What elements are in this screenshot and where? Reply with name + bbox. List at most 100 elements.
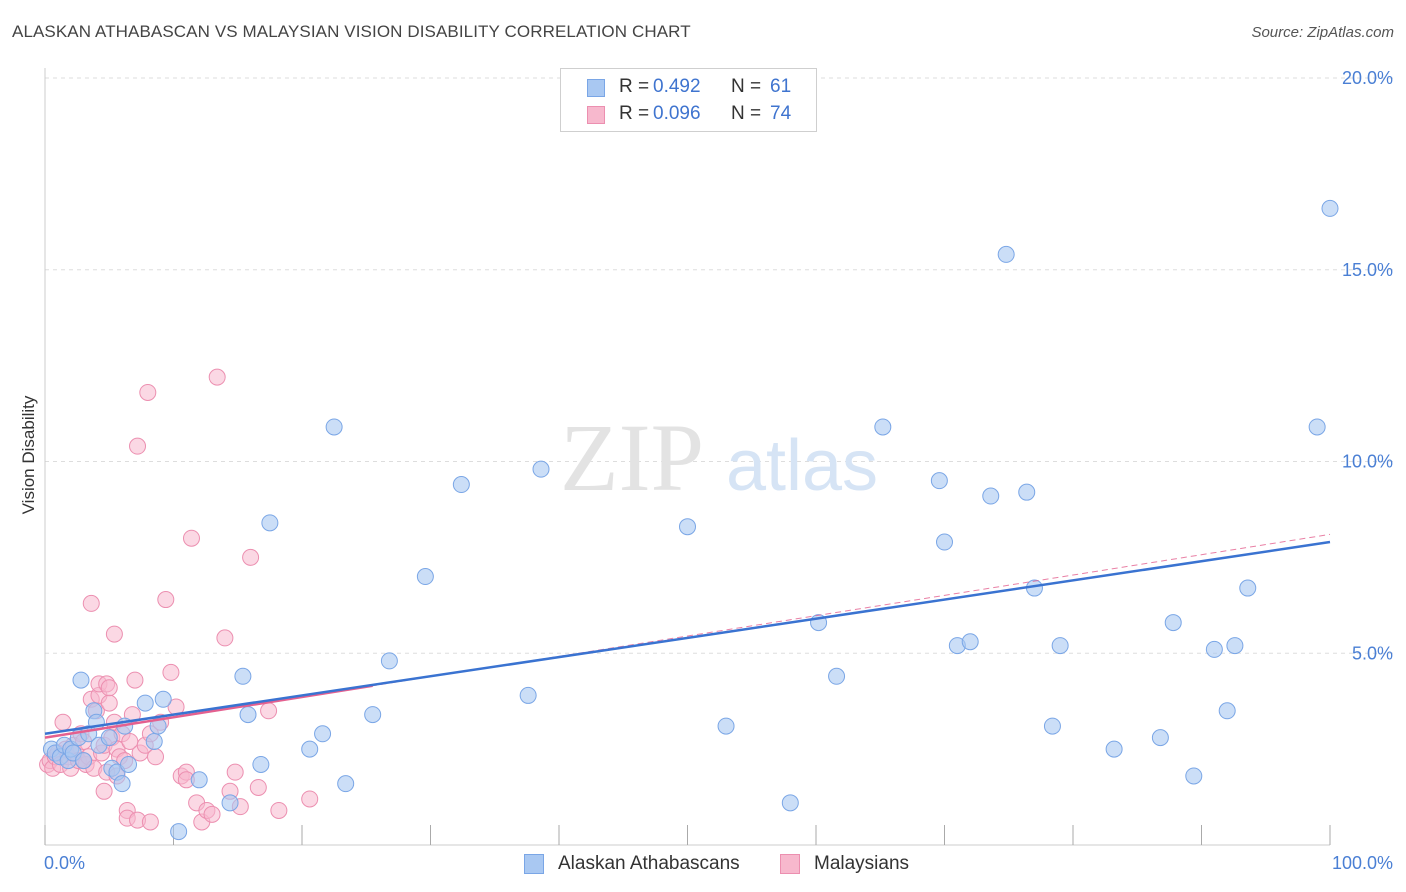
- malaysians-point: [249, 778, 267, 796]
- malaysians-trend-dashed: [44, 533, 1331, 739]
- athabascan-point: [190, 771, 208, 789]
- x-tick-label: 0.0%: [44, 853, 85, 873]
- athabascan-point: [1205, 640, 1223, 658]
- malaysians-point: [208, 368, 226, 386]
- series-label-malaysians: Malaysians: [814, 853, 910, 874]
- athabascan-point: [1043, 717, 1061, 735]
- athabascan-point: [1164, 614, 1182, 632]
- athabascan-point: [364, 706, 382, 724]
- watermark-atlas: atlas: [726, 426, 878, 506]
- y-tick-label: 10.0%: [1342, 452, 1393, 472]
- athabascan-point: [1105, 740, 1123, 758]
- malaysians-point: [100, 694, 118, 712]
- athabascan-point: [1018, 483, 1036, 501]
- athabascan-points: [42, 199, 1339, 841]
- athabascan-point: [325, 418, 343, 436]
- malaysians-point: [147, 748, 165, 766]
- athabascan-point: [828, 667, 846, 685]
- malaysians-point: [82, 594, 100, 612]
- athabascan-point: [136, 694, 154, 712]
- y-tick-label: 20.0%: [1342, 68, 1393, 88]
- legend-n-label: N =: [731, 103, 762, 124]
- athabascan-point: [261, 514, 279, 532]
- athabascan-point: [100, 729, 118, 747]
- correlation-legend: R = 0.492 N = 61 R = 0.096 N = 74: [560, 68, 817, 132]
- malaysians-point: [203, 805, 221, 823]
- legend-r-value: 0.492: [653, 76, 701, 97]
- legend-n-label: N =: [731, 76, 762, 97]
- athabascan-point: [452, 476, 470, 494]
- malaysians-point: [100, 679, 118, 697]
- malaysians-point: [226, 763, 244, 781]
- athabascan-point: [170, 823, 188, 841]
- athabascan-point: [113, 775, 131, 793]
- malaysians-point: [129, 437, 147, 455]
- athabascan-point: [1185, 767, 1203, 785]
- legend-r-label: R =: [619, 103, 650, 124]
- athabascan-point: [781, 794, 799, 812]
- malaysians-point: [157, 591, 175, 609]
- athabascan-point: [679, 518, 696, 536]
- chart-title: ALASKAN ATHABASCAN VS MALAYSIAN VISION D…: [12, 22, 691, 41]
- athabascan-point: [930, 472, 948, 490]
- grid-lines: [45, 77, 1395, 654]
- malaysians-point: [95, 782, 113, 800]
- y-tick-label: 5.0%: [1352, 643, 1393, 663]
- athabascan-point: [239, 706, 257, 724]
- malaysians-point: [105, 625, 123, 643]
- athabascan-point: [1308, 418, 1326, 436]
- athabascan-point: [337, 775, 355, 793]
- tick-labels: 5.0% 10.0% 15.0% 20.0% 0.0% 100.0%: [44, 68, 1393, 873]
- athabascan-point: [314, 725, 332, 743]
- malaysians-point: [126, 671, 144, 689]
- legend-r-value: 0.096: [653, 103, 701, 124]
- malaysians-point: [270, 801, 288, 819]
- source-label: Source: ZipAtlas.com: [1251, 24, 1394, 41]
- malaysians-point: [162, 663, 180, 681]
- series-swatch-pink: [780, 854, 800, 874]
- athabascan-point: [234, 667, 252, 685]
- athabascan-point: [252, 755, 270, 773]
- athabascan-point: [961, 633, 979, 651]
- series-swatch-blue: [524, 854, 544, 874]
- axis-ticks: [44, 825, 1331, 845]
- malaysians-point: [139, 383, 157, 401]
- malaysians-point: [182, 529, 200, 547]
- athabascan-point: [1321, 199, 1339, 217]
- legend-swatch-blue: [587, 79, 605, 97]
- athabascan-point: [75, 752, 93, 770]
- athabascan-point: [717, 717, 735, 735]
- y-axis-label: Vision Disability: [19, 395, 38, 514]
- legend-n-value: 61: [770, 76, 792, 97]
- athabascan-point: [1226, 637, 1244, 655]
- malaysians-point: [242, 548, 260, 566]
- athabascan-point: [982, 487, 1000, 505]
- malaysians-point: [216, 629, 234, 647]
- athabascan-point: [532, 460, 550, 478]
- legend-r-label: R =: [619, 76, 650, 97]
- athabascan-point: [1151, 729, 1169, 747]
- y-tick-label: 15.0%: [1342, 260, 1393, 280]
- athabascan-point: [154, 690, 172, 708]
- malaysians-point: [54, 713, 72, 731]
- athabascan-point: [72, 671, 90, 689]
- trend-lines: [44, 533, 1331, 739]
- athabascan-point: [301, 740, 319, 758]
- athabascan-point: [145, 732, 163, 750]
- athabascan-point: [936, 533, 953, 551]
- legend-swatch-pink: [587, 106, 605, 124]
- watermark-zip: ZIP: [560, 404, 704, 511]
- athabascan-point: [120, 755, 138, 773]
- athabascan-point: [1218, 702, 1236, 720]
- malaysians-point: [301, 790, 319, 808]
- x-tick-label: 100.0%: [1332, 853, 1393, 873]
- malaysians-point: [260, 702, 278, 720]
- athabascan-point: [874, 418, 892, 436]
- athabascan-point: [1239, 579, 1257, 597]
- series-label-athabascans: Alaskan Athabascans: [558, 853, 740, 874]
- malaysians-point: [141, 813, 159, 831]
- series-legend: Alaskan Athabascans Malaysians: [0, 852, 1406, 878]
- athabascan-point: [380, 652, 398, 670]
- athabascan-trend-line: [44, 540, 1331, 736]
